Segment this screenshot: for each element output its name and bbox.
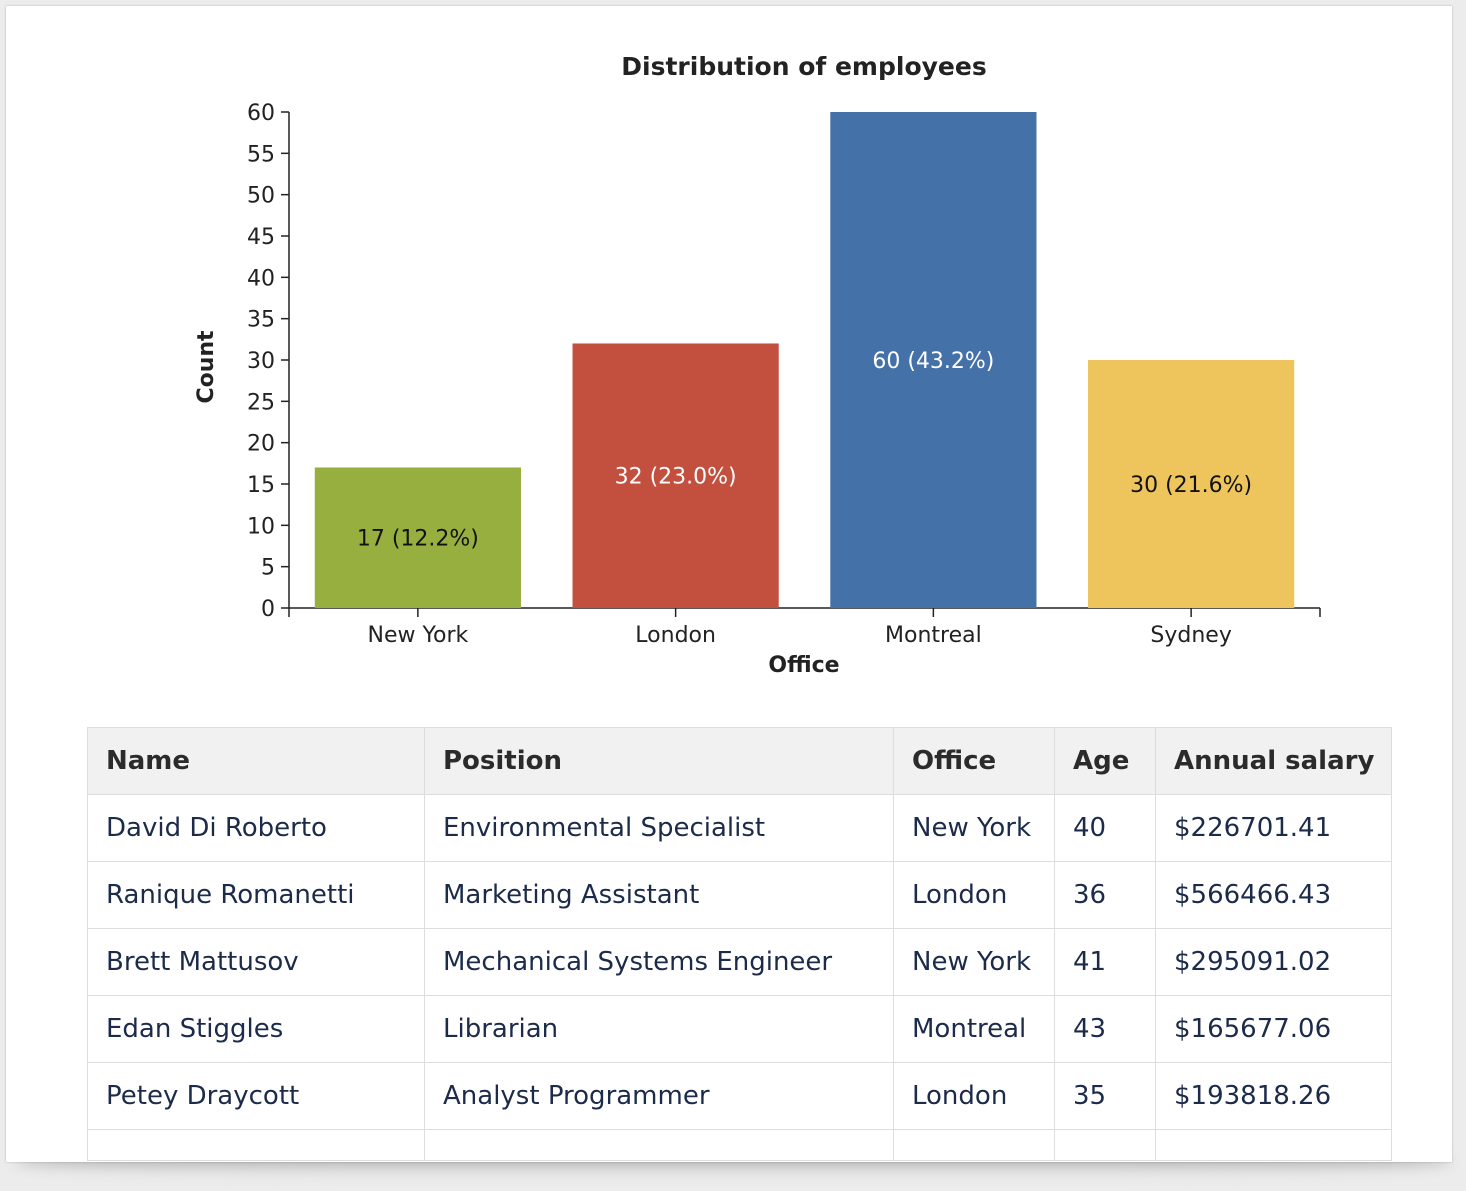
cell-empty xyxy=(893,1129,1055,1161)
y-tick-label: 15 xyxy=(247,473,275,498)
cell-name: Ranique Romanetti xyxy=(87,861,425,929)
column-header-office[interactable]: Office xyxy=(893,727,1055,795)
y-tick-label: 25 xyxy=(247,390,275,415)
y-tick-label: 30 xyxy=(247,349,275,374)
cell-salary: $566466.43 xyxy=(1155,861,1392,929)
y-tick-label: 20 xyxy=(247,432,275,457)
report-card: Distribution of employees 0 5 10 15 20 25 30 35… xyxy=(6,6,1452,1162)
bar-montreal[interactable] xyxy=(830,112,1037,608)
cell-salary: $193818.26 xyxy=(1155,1062,1392,1130)
employee-bar-chart: Distribution of employees 0 5 10 15 20 25 30 35… xyxy=(194,52,1321,678)
table-row-partial xyxy=(87,1129,1392,1161)
cell-position: Mechanical Systems Engineer xyxy=(424,928,894,996)
y-tick-label: 35 xyxy=(247,308,275,333)
cell-office: London xyxy=(893,861,1055,929)
bar-data-label: 60 (43.2%) xyxy=(872,349,994,374)
cell-position: Marketing Assistant xyxy=(424,861,894,929)
employee-table: Name Position Office Age Annual salary D… xyxy=(87,727,1392,1161)
cell-name: David Di Roberto xyxy=(87,794,425,862)
table-header-row: Name Position Office Age Annual salary xyxy=(87,727,1392,795)
cell-office: New York xyxy=(893,928,1055,996)
table-row: Petey Draycott Analyst Programmer London… xyxy=(87,1062,1392,1130)
cell-name: Brett Mattusov xyxy=(87,928,425,996)
cell-empty xyxy=(424,1129,894,1161)
y-axis-title: Count xyxy=(194,330,219,404)
y-tick-label: 55 xyxy=(247,142,275,167)
cell-name: Edan Stiggles xyxy=(87,995,425,1063)
x-axis: New York London Montreal Sydney xyxy=(288,607,1321,648)
x-tick-label: London xyxy=(635,623,716,648)
x-axis-title: Office xyxy=(768,653,839,678)
y-tick-label: 45 xyxy=(247,225,275,250)
table-row: Brett Mattusov Mechanical Systems Engine… xyxy=(87,928,1392,996)
x-tick-label: New York xyxy=(368,623,469,648)
table-row: David Di Roberto Environmental Specialis… xyxy=(87,794,1392,862)
x-tick-label: Montreal xyxy=(885,623,982,648)
cell-age: 40 xyxy=(1054,794,1156,862)
bar-data-label: 17 (12.2%) xyxy=(357,527,479,552)
bar-new-york[interactable] xyxy=(314,467,521,608)
bar-sydney[interactable] xyxy=(1088,360,1295,608)
cell-age: 35 xyxy=(1054,1062,1156,1130)
cell-office: Montreal xyxy=(893,995,1055,1063)
cell-salary: $165677.06 xyxy=(1155,995,1392,1063)
cell-position: Environmental Specialist xyxy=(424,794,894,862)
column-header-salary[interactable]: Annual salary xyxy=(1155,727,1392,795)
bar-data-label: 32 (23.0%) xyxy=(615,465,737,490)
cell-empty xyxy=(1054,1129,1156,1161)
x-tick-label: Sydney xyxy=(1150,623,1231,648)
cell-salary: $226701.41 xyxy=(1155,794,1392,862)
column-header-position[interactable]: Position xyxy=(424,727,894,795)
y-tick-label: 5 xyxy=(261,556,275,581)
column-header-age[interactable]: Age xyxy=(1054,727,1156,795)
y-tick-label: 50 xyxy=(247,184,275,209)
cell-salary: $295091.02 xyxy=(1155,928,1392,996)
cell-age: 36 xyxy=(1054,861,1156,929)
column-header-name[interactable]: Name xyxy=(87,727,425,795)
cell-age: 43 xyxy=(1054,995,1156,1063)
cell-position: Analyst Programmer xyxy=(424,1062,894,1130)
cell-office: New York xyxy=(893,794,1055,862)
y-tick-label: 0 xyxy=(261,597,275,622)
bar-london[interactable] xyxy=(572,343,779,608)
table-row: Edan Stiggles Librarian Montreal 43 $165… xyxy=(87,995,1392,1063)
cell-empty xyxy=(87,1129,425,1161)
cell-name: Petey Draycott xyxy=(87,1062,425,1130)
chart-title: Distribution of employees xyxy=(621,52,986,81)
cell-empty xyxy=(1155,1129,1392,1161)
cell-office: London xyxy=(893,1062,1055,1130)
cell-age: 41 xyxy=(1054,928,1156,996)
y-tick-label: 60 xyxy=(247,101,275,126)
y-axis: 0 5 10 15 20 25 30 35 40 45 50 55 60 xyxy=(247,101,290,622)
table-row: Ranique Romanetti Marketing Assistant Lo… xyxy=(87,861,1392,929)
y-tick-label: 40 xyxy=(247,266,275,291)
cell-position: Librarian xyxy=(424,995,894,1063)
bar-data-label: 30 (21.6%) xyxy=(1130,473,1252,498)
bars: 17 (12.2%) 32 (23.0%) 60 (43.2%) 30 (21.6%) xyxy=(314,112,1295,608)
y-tick-label: 10 xyxy=(247,514,275,539)
